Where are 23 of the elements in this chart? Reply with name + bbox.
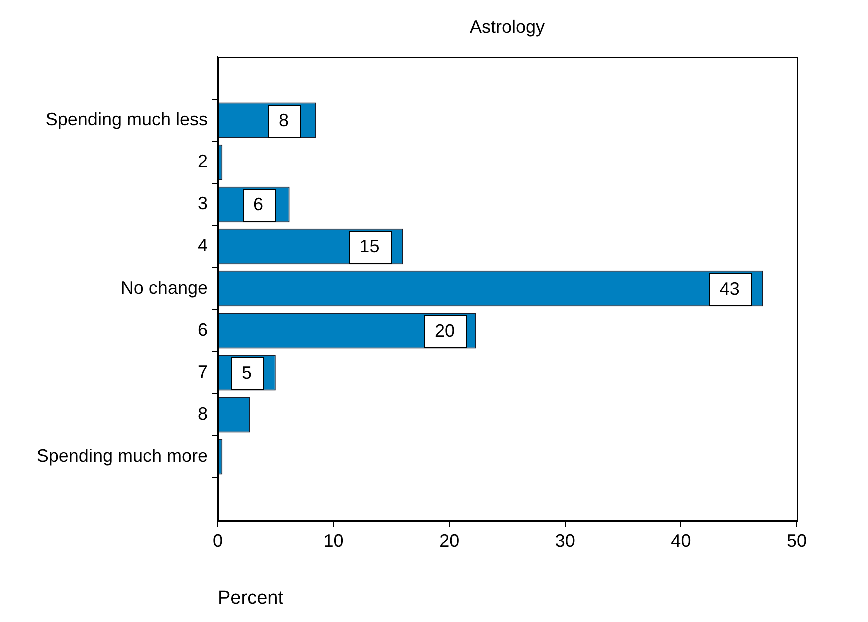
x-tick-label: 40 <box>671 530 692 551</box>
annotation: 6 <box>254 194 264 215</box>
annotation: 43 <box>720 278 740 299</box>
y-tick-label: 2 <box>198 152 208 172</box>
annotation: 5 <box>242 362 252 383</box>
y-tick-label: 7 <box>198 362 208 382</box>
x-tick-label: 20 <box>440 530 460 551</box>
y-tick-label: No change <box>120 278 208 298</box>
x-tick-label: 10 <box>324 530 344 551</box>
y-tick-label: 3 <box>198 194 208 214</box>
y-tick-label: Spending much less <box>46 110 208 130</box>
chart-title: Astrology <box>470 16 546 37</box>
annotation: 20 <box>434 320 455 341</box>
y-tick-label: 8 <box>198 404 208 424</box>
x-axis-title: Percent <box>218 588 284 609</box>
x-tick-label: 30 <box>555 530 576 551</box>
x-tick-label: 0 <box>212 530 224 551</box>
y-tick-label: Spending much more <box>36 446 208 466</box>
x-tick-label: 50 <box>786 530 808 551</box>
y-tick-label: 4 <box>198 236 208 256</box>
annotation: 15 <box>360 236 380 257</box>
annotation: 8 <box>279 110 290 131</box>
y-tick-label: 6 <box>198 320 208 340</box>
